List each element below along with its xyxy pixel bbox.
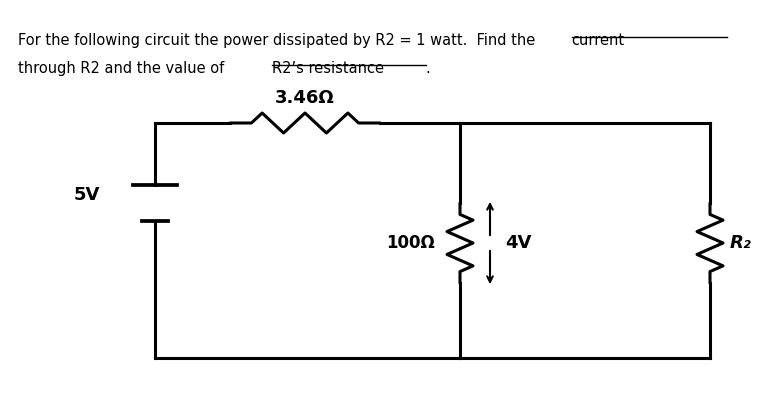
Text: 3.46Ω: 3.46Ω: [275, 89, 335, 107]
Text: through R2 and the value of: through R2 and the value of: [18, 61, 229, 76]
Text: For the following circuit the power dissipated by R2 = 1 watt.  Find the: For the following circuit the power diss…: [18, 33, 540, 48]
Text: 4V: 4V: [505, 234, 531, 252]
Text: 5V: 5V: [73, 186, 100, 204]
Text: 100Ω: 100Ω: [386, 234, 435, 252]
Text: current: current: [571, 33, 625, 48]
Text: R2’s resistance: R2’s resistance: [272, 61, 384, 76]
Text: .: .: [426, 61, 430, 76]
Text: R₂: R₂: [730, 234, 752, 252]
